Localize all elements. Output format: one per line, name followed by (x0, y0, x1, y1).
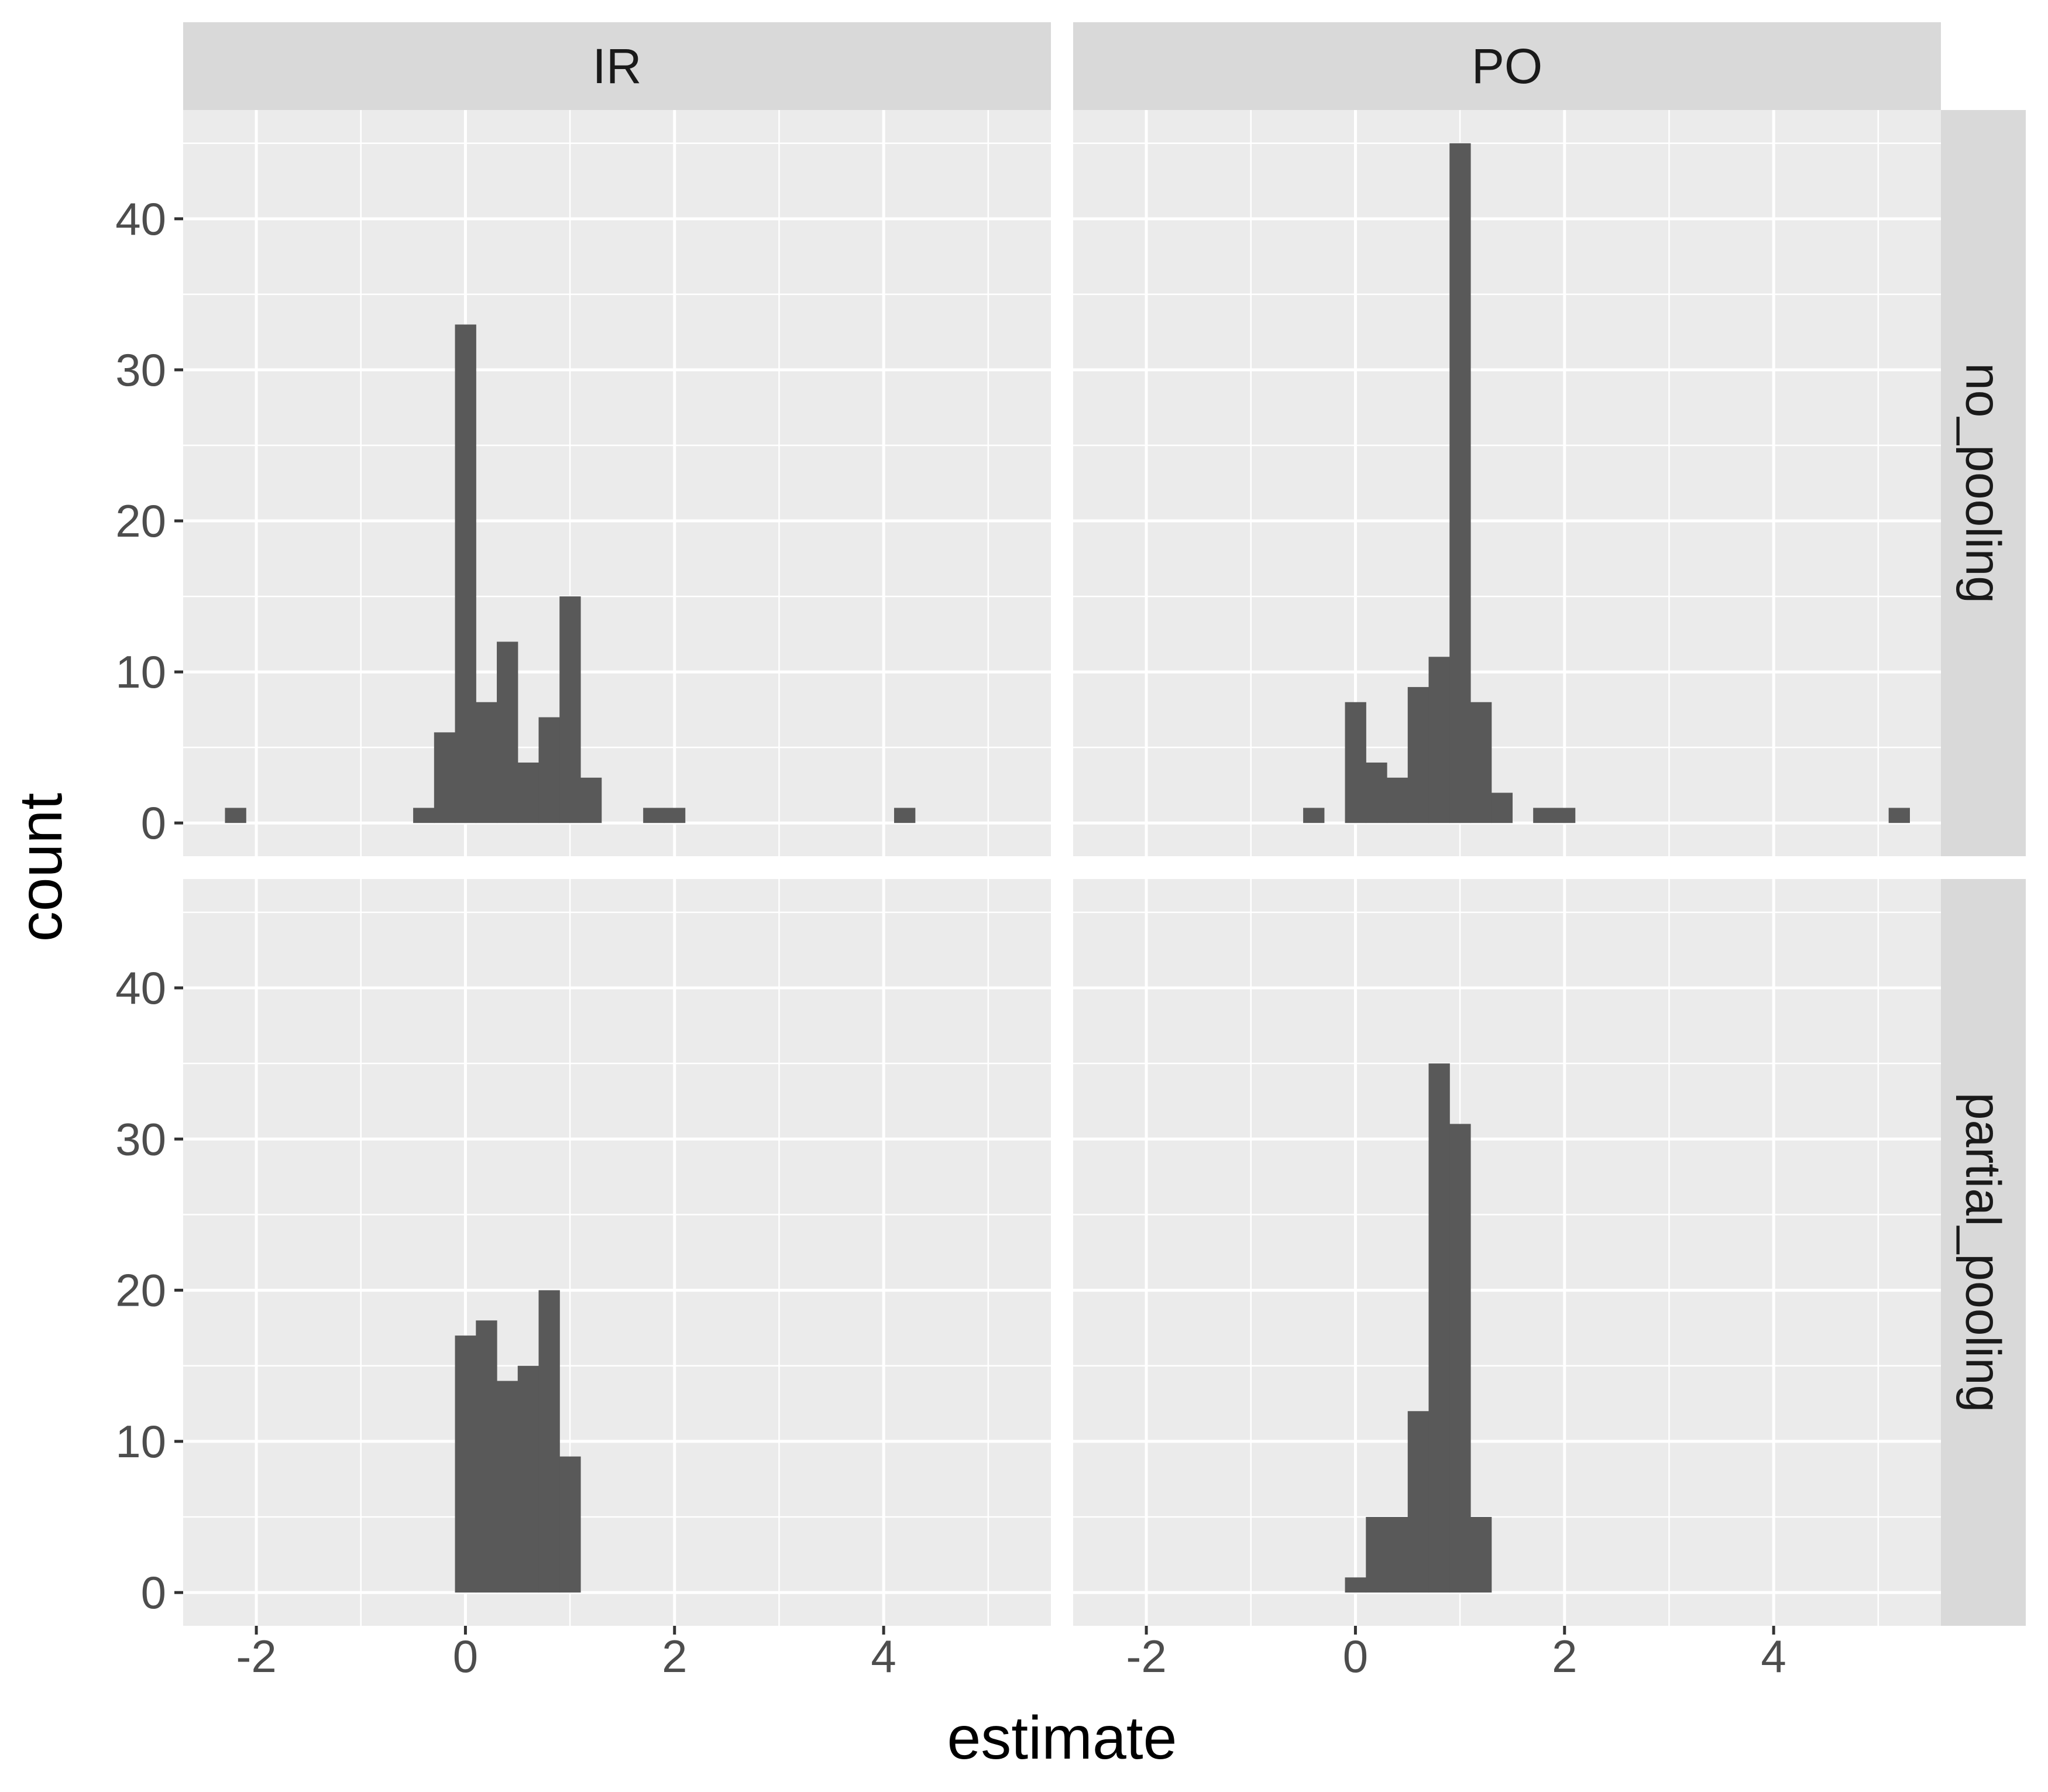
x-tick-label: -2 (1126, 1630, 1166, 1682)
x-tick-label: 0 (453, 1630, 478, 1682)
histogram-bar (1387, 777, 1408, 823)
histogram-bar (225, 808, 246, 823)
histogram-bar (476, 1320, 497, 1593)
histogram-bar (497, 641, 518, 823)
y-tick-label: 20 (115, 1265, 166, 1316)
strip-column-po (1073, 22, 1941, 110)
y-tick-label: 40 (115, 193, 166, 245)
y-axis-bottom: 0 10 20 30 40 (115, 962, 183, 1618)
x-tick-label: 2 (1552, 1630, 1577, 1682)
panel-background (183, 879, 1051, 1626)
histogram-bar (1387, 1517, 1408, 1593)
histogram-bar (1428, 1063, 1450, 1593)
panel-background (183, 110, 1051, 856)
x-tick-label: 4 (871, 1630, 896, 1682)
panel-ir-partial-pooling (183, 879, 1051, 1626)
panel-background (1073, 879, 1941, 1626)
strip-label-ir: IR (593, 39, 642, 94)
panel-po-partial-pooling (1073, 879, 1941, 1626)
histogram-bar (1554, 808, 1576, 823)
strip-label-partial-pooling: partial_pooling (1956, 1093, 2011, 1412)
y-tick-label: 30 (115, 1113, 166, 1165)
histogram-bar (1470, 1517, 1492, 1593)
histogram-bar (894, 808, 916, 823)
y-axis-top: 0 10 20 30 40 (115, 193, 183, 849)
strip-row-partial-pooling (1941, 879, 2026, 1626)
histogram-bar (538, 1290, 560, 1593)
y-tick-label: 20 (115, 495, 166, 547)
histogram-bar (1533, 808, 1555, 823)
x-axis-right: -2 0 2 4 (1126, 1626, 1786, 1682)
histogram-bar (1449, 143, 1471, 823)
histogram-bar (1470, 702, 1492, 823)
histogram-bar (1491, 792, 1513, 823)
x-tick-label: -2 (236, 1630, 276, 1682)
strip-row-no-pooling (1941, 110, 2026, 856)
histogram-bar (1407, 686, 1430, 823)
histogram-bar (1407, 1411, 1430, 1593)
y-tick-label: 0 (141, 1567, 166, 1618)
histogram-bar (1888, 808, 1910, 823)
x-tick-label: 0 (1343, 1630, 1368, 1682)
y-tick-label: 40 (115, 962, 166, 1014)
histogram-bar (664, 808, 686, 823)
y-tick-label: 10 (115, 646, 166, 698)
histogram-bar (538, 717, 560, 823)
strip-label-po: PO (1472, 39, 1542, 94)
y-tick-label: 10 (115, 1416, 166, 1467)
panel-ir-no-pooling (183, 110, 1051, 856)
histogram-bar (580, 777, 602, 823)
histogram-bar (1449, 1124, 1471, 1593)
histogram-bar (1366, 1517, 1387, 1593)
histogram-bar (455, 1336, 476, 1593)
y-axis-title: count (7, 793, 75, 942)
x-tick-label: 4 (1761, 1630, 1786, 1682)
histogram-bar (517, 1365, 540, 1593)
y-tick-label: 30 (115, 344, 166, 396)
x-axis-left: -2 0 2 4 (236, 1626, 896, 1682)
histogram-bar (497, 1381, 518, 1593)
y-tick-label: 0 (141, 797, 166, 849)
histogram-bar (476, 702, 497, 823)
x-tick-label: 2 (662, 1630, 687, 1682)
x-axis-title: estimate (947, 1704, 1177, 1772)
histogram-bar (559, 1456, 581, 1593)
panel-po-no-pooling (1073, 110, 1941, 856)
strip-label-no-pooling: no_pooling (1956, 363, 2011, 603)
histogram-bar (1303, 808, 1325, 823)
histogram-bar (1366, 762, 1387, 823)
panel-background (1073, 110, 1941, 856)
histogram-bar (643, 808, 665, 823)
histogram-bar (455, 324, 476, 823)
histogram-bar (434, 732, 456, 823)
histogram-bar (1345, 1577, 1366, 1593)
histogram-bar (517, 762, 540, 823)
histogram-bar (1428, 657, 1450, 823)
strip-column-ir (183, 22, 1051, 110)
histogram-bar (1345, 702, 1366, 823)
histogram-bar (559, 596, 581, 823)
histogram-bar (413, 808, 435, 823)
